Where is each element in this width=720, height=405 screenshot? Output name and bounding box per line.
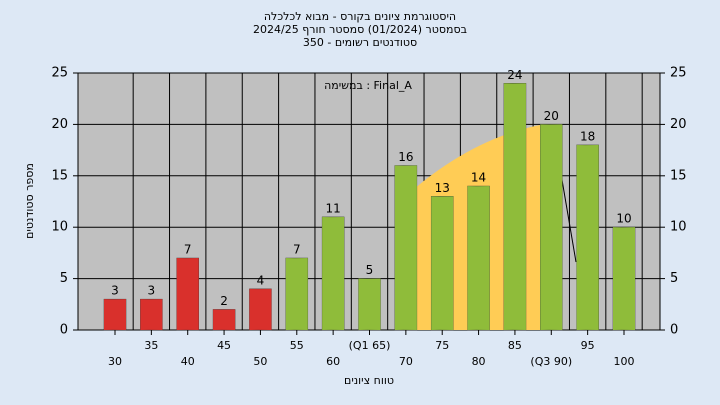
bar-shine — [322, 216, 345, 330]
y2-tick-label: 0 — [670, 323, 678, 338]
data-label: 3 — [111, 284, 119, 298]
x-tick-label: 55 — [290, 339, 304, 352]
annotation: במשימה : Final_A — [324, 79, 412, 92]
x-tick-label: 95 — [581, 339, 595, 352]
data-label: 7 — [184, 243, 192, 257]
data-label: 11 — [326, 201, 341, 215]
x-tick-label: 35 — [144, 339, 158, 352]
x-tick-label: 30 — [108, 355, 122, 368]
x-tick-label: 80 — [472, 355, 486, 368]
x-tick-label: 50 — [253, 355, 267, 368]
bar-shine — [104, 299, 126, 330]
bar-shine — [358, 278, 381, 330]
x-tick-label: 45 — [217, 339, 231, 352]
data-label: 2 — [220, 294, 228, 308]
y-tick-label: 0 — [60, 323, 68, 338]
bar-shine — [140, 299, 163, 330]
y2-tick-label: 5 — [670, 271, 678, 286]
x-axis-label: טווח ציונים — [344, 374, 394, 387]
data-label: 20 — [544, 109, 559, 123]
y-axis-label: מספר סטודנטים — [23, 163, 36, 239]
y-tick-label: 20 — [51, 117, 68, 132]
y2-tick-label: 20 — [670, 117, 687, 132]
bar-shine — [576, 144, 599, 330]
bar-shine — [176, 258, 199, 330]
data-label: 24 — [507, 68, 522, 82]
y2-tick-label: 10 — [670, 220, 687, 235]
x-tick-label: 85 — [508, 339, 522, 352]
x-tick-label: (Q3 90) — [530, 355, 572, 368]
data-label: 13 — [435, 181, 450, 195]
data-label: 16 — [398, 150, 413, 164]
chart-title: היסטוגרמת ציונים בקורס - מבוא לכלכלה — [264, 10, 456, 23]
bar-shine — [213, 309, 236, 330]
x-tick-label: 60 — [326, 355, 340, 368]
bar-shine — [467, 186, 490, 330]
bar-shine — [613, 227, 635, 330]
bar-shine — [540, 124, 563, 331]
data-label: 10 — [616, 212, 631, 226]
data-label: 3 — [148, 284, 156, 298]
y2-tick-label: 25 — [670, 66, 687, 81]
chart-subtitle: 350 - סטודנטים רשומים — [303, 36, 417, 49]
bar-shine — [285, 258, 308, 330]
x-tick-label: 70 — [399, 355, 413, 368]
data-label: 18 — [580, 129, 595, 143]
data-label: 4 — [257, 273, 265, 287]
data-label: 5 — [366, 263, 374, 277]
data-label: 14 — [471, 171, 486, 185]
y-tick-label: 10 — [51, 220, 68, 235]
bar-shine — [249, 288, 272, 330]
data-label: 7 — [293, 243, 301, 257]
y2-tick-label: 15 — [670, 168, 687, 183]
x-tick-label: (Q1 65) — [349, 339, 391, 352]
y-tick-label: 5 — [60, 271, 68, 286]
x-tick-label: 75 — [435, 339, 449, 352]
bar-shine — [431, 196, 454, 330]
x-tick-label: 40 — [181, 355, 195, 368]
decor-line — [559, 167, 577, 263]
y-tick-label: 15 — [51, 168, 68, 183]
bar-shine — [394, 165, 417, 330]
x-tick-label: 100 — [614, 355, 635, 368]
bar-shine — [503, 83, 526, 330]
y-tick-label: 25 — [51, 66, 68, 81]
chart-subtitle: בסמסטר (01/2024) סמסטר חורף 2024/25 — [253, 23, 467, 36]
